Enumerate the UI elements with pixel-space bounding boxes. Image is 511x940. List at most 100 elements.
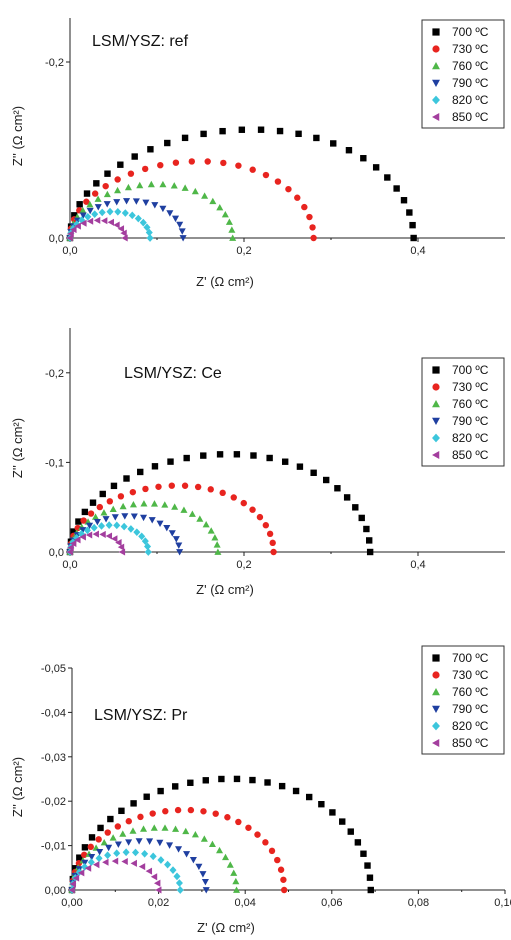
data-point	[204, 158, 211, 165]
data-point	[269, 539, 276, 547]
x-axis-label: Z' (Ω cm²)	[196, 582, 254, 597]
data-point	[216, 846, 224, 854]
data-point	[174, 806, 182, 814]
data-point	[366, 874, 374, 881]
data-point	[281, 458, 289, 465]
y-tick-label: -0,05	[41, 663, 66, 675]
data-point	[100, 217, 108, 225]
data-point	[105, 532, 113, 540]
data-point	[339, 818, 346, 825]
data-point	[143, 223, 151, 232]
data-point	[318, 800, 325, 808]
data-point	[78, 216, 86, 224]
data-point	[168, 530, 176, 537]
data-point	[149, 852, 157, 861]
data-point	[254, 831, 261, 838]
data-point	[132, 198, 140, 205]
data-point	[109, 834, 117, 841]
data-point	[364, 862, 371, 869]
data-point	[266, 454, 273, 462]
data-point	[218, 775, 225, 783]
data-point	[110, 482, 118, 490]
data-point	[145, 867, 153, 875]
data-point	[81, 859, 89, 867]
series-850c	[66, 216, 128, 242]
legend-label: 790 ºC	[452, 76, 489, 90]
data-point	[214, 548, 222, 555]
legend-marker	[432, 417, 440, 425]
data-point	[159, 205, 167, 213]
data-point	[199, 871, 207, 878]
data-point	[128, 211, 136, 220]
data-point	[181, 482, 189, 489]
data-point	[96, 503, 104, 511]
x-tick-label: 0,00	[61, 897, 82, 909]
data-point	[175, 542, 183, 549]
data-point	[145, 228, 153, 237]
legend-marker	[432, 366, 440, 374]
data-point	[250, 452, 257, 459]
data-point	[176, 221, 184, 229]
legend-label: 760 ºC	[452, 59, 489, 73]
x-tick-label: 0,4	[410, 245, 425, 257]
y-tick-label: -0,2	[45, 57, 64, 69]
data-point	[360, 155, 367, 162]
data-point	[67, 544, 74, 552]
data-point	[141, 537, 149, 545]
data-point	[74, 222, 81, 230]
data-point	[94, 195, 102, 202]
data-point	[124, 183, 132, 191]
data-point	[266, 530, 274, 538]
y-tick-label: 0,0	[49, 233, 64, 245]
data-point	[83, 190, 91, 197]
data-point	[187, 806, 195, 814]
data-point	[216, 451, 224, 458]
data-point	[175, 879, 183, 887]
nyquist-chart-ref: 0,0 0,2 0,4 0,0 -0,2 Z' (Ω cm²) Z'' (Ω cm²) LSM…	[10, 18, 505, 289]
data-point	[111, 535, 118, 543]
data-point	[70, 528, 77, 535]
data-point	[99, 530, 106, 538]
legend-marker	[432, 671, 440, 679]
legend-label: 820 ºC	[452, 719, 489, 733]
data-point	[384, 174, 391, 181]
data-point	[84, 864, 92, 872]
legend-box	[421, 645, 505, 755]
data-point	[73, 533, 81, 542]
data-point	[219, 127, 226, 135]
legend-label: 730 ºC	[452, 668, 489, 682]
series-700c	[68, 775, 374, 894]
data-point	[249, 506, 256, 513]
data-point	[178, 228, 186, 235]
data-point	[200, 130, 207, 138]
data-point	[249, 166, 256, 173]
data-point	[88, 854, 96, 861]
data-point	[151, 202, 159, 209]
data-point	[117, 225, 125, 233]
data-point	[120, 229, 127, 237]
data-point	[322, 476, 330, 484]
data-point	[113, 221, 120, 229]
data-point	[345, 147, 353, 154]
data-point	[172, 783, 179, 790]
data-point	[233, 775, 241, 783]
data-point	[164, 139, 171, 147]
data-point	[409, 221, 416, 229]
data-point	[121, 234, 128, 242]
data-point	[130, 513, 138, 520]
data-point	[207, 486, 214, 493]
data-point	[167, 458, 174, 465]
data-point	[183, 454, 190, 462]
data-point	[97, 522, 106, 530]
legend-marker	[432, 95, 440, 105]
y-tick-label: 0,0	[49, 547, 64, 559]
data-point	[99, 490, 106, 498]
data-point	[406, 209, 413, 216]
data-point	[71, 212, 78, 219]
data-point	[330, 140, 337, 147]
data-point	[66, 548, 73, 556]
data-point	[305, 793, 313, 801]
data-point	[180, 506, 188, 513]
data-point	[87, 843, 94, 851]
data-point	[74, 536, 81, 544]
